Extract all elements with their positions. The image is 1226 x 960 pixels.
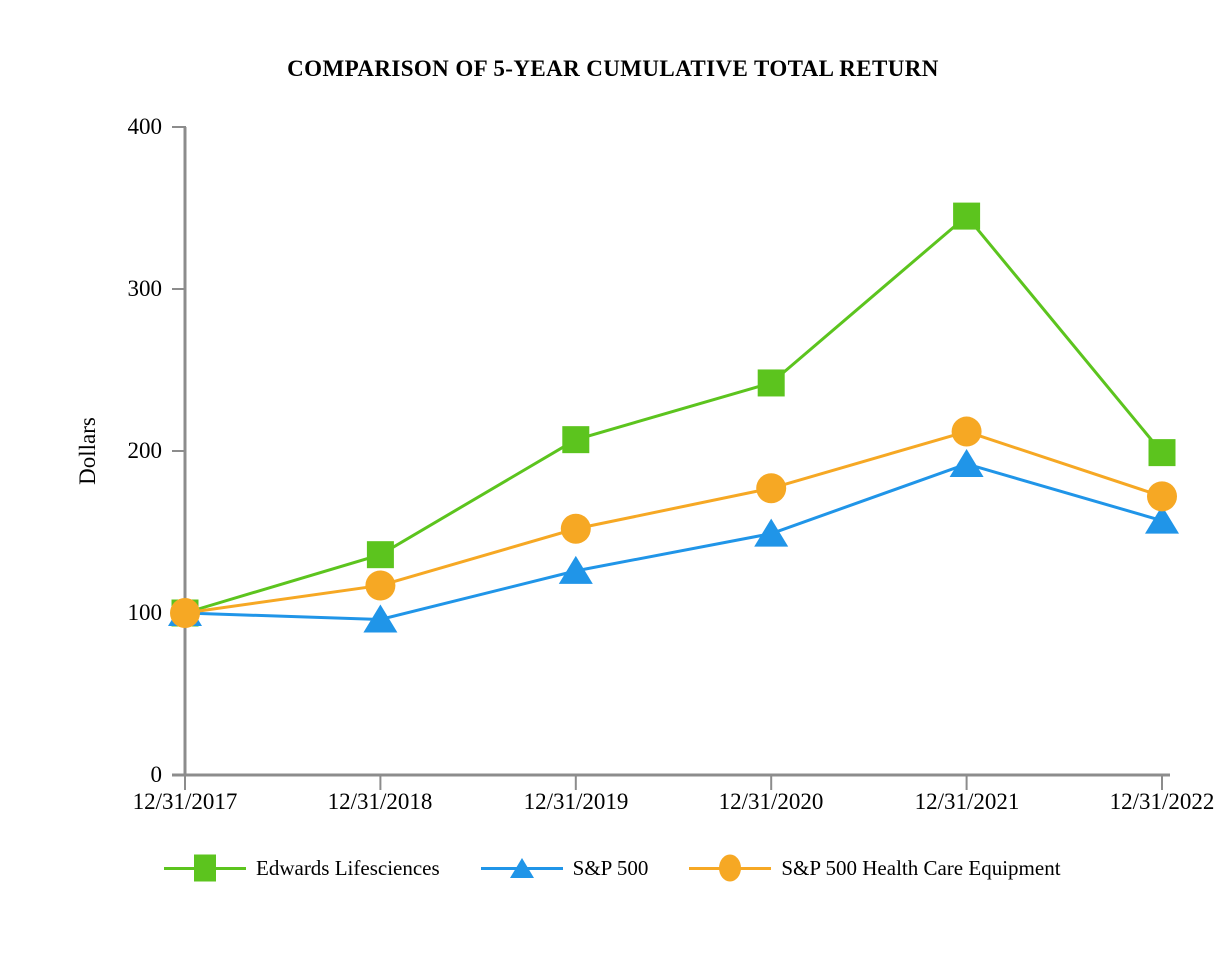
series-line-triangle — [184, 462, 1163, 621]
data-point-square — [562, 426, 590, 454]
y-tick-label-100: 100 — [127, 600, 163, 625]
series-line-square — [184, 213, 1164, 615]
x-tick-label-2019: 12/31/2019 — [523, 789, 629, 814]
legend-label-edwards: Edwards Lifesciences — [256, 855, 440, 880]
x-tick-label-2020: 12/31/2020 — [718, 789, 824, 814]
green-square-icon — [194, 854, 216, 882]
y-tick-label-400: 400 — [127, 114, 163, 139]
data-point-square — [366, 541, 394, 569]
legend-swatch-hce — [689, 853, 772, 883]
data-point-triangle — [558, 555, 593, 584]
legend-swatch-edwards — [164, 853, 246, 883]
x-tick-label-2021: 12/31/2021 — [914, 789, 1020, 814]
series-line-circle — [184, 429, 1163, 615]
data-point-square — [757, 369, 785, 397]
data-point-square — [1148, 439, 1176, 467]
legend-item-sp500-health-care-equipment: S&P 500 Health Care Equipment — [689, 853, 1061, 883]
data-point-triangle — [363, 604, 398, 633]
data-point-circle — [1147, 481, 1177, 512]
legend-item-sp500: S&P 500 — [480, 853, 649, 883]
data-point-square — [953, 202, 981, 230]
y-tick-label-300: 300 — [127, 276, 163, 301]
x-tick-label-2017: 12/31/2017 — [132, 789, 238, 814]
x-tick-label-2022: 12/31/2022 — [1109, 789, 1215, 814]
legend-item-edwards-lifesciences: Edwards Lifesciences — [164, 853, 440, 883]
chart-title: COMPARISON OF 5-YEAR CUMULATIVE TOTAL RE… — [287, 56, 939, 81]
y-tick-label-200: 200 — [127, 438, 163, 463]
data-point-triangle — [754, 518, 789, 547]
legend-swatch-sp500 — [480, 853, 563, 883]
data-point-circle — [365, 570, 396, 601]
legend-label-hce: S&P 500 Health Care Equipment — [781, 855, 1061, 880]
data-point-triangle — [949, 448, 984, 477]
y-tick-label-0: 0 — [150, 762, 163, 787]
x-tick-label-2018: 12/31/2018 — [327, 789, 433, 814]
data-point-circle — [756, 473, 787, 504]
chart-legend: Edwards Lifesciences S&P 500 S&P 500 Hea… — [164, 853, 1061, 883]
data-point-circle — [170, 598, 200, 628]
data-point-circle — [560, 513, 591, 544]
orange-circle-icon — [719, 854, 742, 882]
blue-triangle-icon — [509, 858, 534, 878]
legend-label-sp500: S&P 500 — [572, 855, 649, 880]
data-point-triangle — [1145, 505, 1179, 534]
data-point-circle — [951, 416, 982, 447]
